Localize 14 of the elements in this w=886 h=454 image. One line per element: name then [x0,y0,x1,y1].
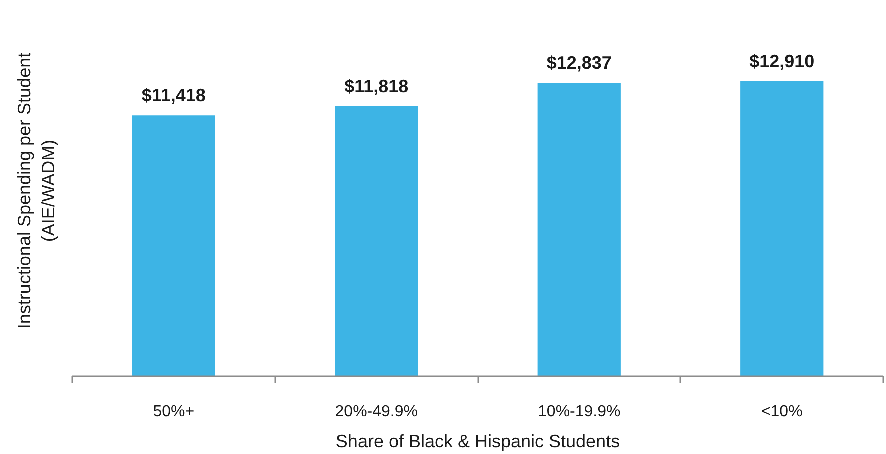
x-tick-label: 10%-19.9% [538,404,621,420]
x-tick-label: <10% [761,404,803,420]
x-tick-label: 20%-49.9% [335,404,418,420]
data-label: $12,910 [750,52,815,72]
bar [538,83,621,376]
bar [335,106,418,376]
x-axis-title: Share of Black & Hispanic Students [336,432,620,452]
data-label: $11,818 [344,76,409,97]
y-axis-title: Instructional Spending per Student (AIE/WADM) [14,52,58,330]
data-label: $12,837 [546,53,612,74]
bar [740,82,824,376]
x-tick-label: 50%+ [153,404,195,420]
bar [132,116,216,376]
data-label: $11,418 [142,86,206,106]
